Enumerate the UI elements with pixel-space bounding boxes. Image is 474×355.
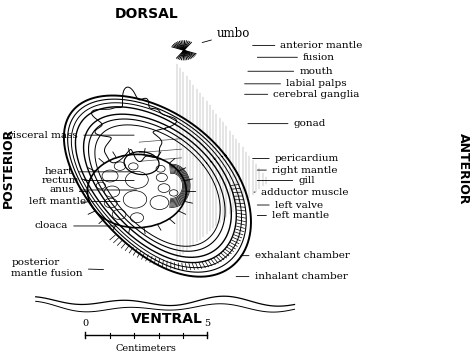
Text: mouth: mouth — [248, 67, 333, 76]
Text: left mantle: left mantle — [257, 211, 329, 220]
Text: Centimeters: Centimeters — [116, 344, 177, 353]
Text: fusion: fusion — [257, 53, 335, 62]
Text: rectum: rectum — [41, 176, 134, 185]
Text: left mantle: left mantle — [28, 197, 120, 206]
Text: right mantle: right mantle — [257, 165, 337, 175]
Text: umbo: umbo — [202, 27, 250, 43]
Text: VENTRAL: VENTRAL — [131, 312, 202, 326]
Text: adductor muscle: adductor muscle — [254, 187, 348, 197]
Text: anus: anus — [49, 186, 137, 195]
Text: inhalant chamber: inhalant chamber — [236, 272, 347, 281]
Text: anterior mantle: anterior mantle — [253, 41, 363, 50]
Text: heart: heart — [45, 167, 134, 176]
Text: exhalant chamber: exhalant chamber — [241, 251, 349, 260]
Text: posterior
mantle fusion: posterior mantle fusion — [11, 258, 103, 278]
Text: cerebral ganglia: cerebral ganglia — [245, 90, 360, 99]
Text: 0: 0 — [82, 318, 88, 328]
Text: gonad: gonad — [248, 119, 326, 128]
Text: labial palps: labial palps — [245, 79, 346, 88]
Text: left valve: left valve — [257, 201, 323, 209]
Text: ANTERIOR: ANTERIOR — [456, 132, 469, 204]
Text: DORSAL: DORSAL — [114, 7, 178, 21]
Text: POSTERIOR: POSTERIOR — [2, 128, 15, 208]
Text: cloaca: cloaca — [35, 222, 115, 230]
Text: gill: gill — [257, 176, 315, 185]
Text: visceral mass: visceral mass — [8, 131, 134, 140]
Text: 5: 5 — [204, 318, 210, 328]
Text: pericardium: pericardium — [253, 154, 339, 163]
